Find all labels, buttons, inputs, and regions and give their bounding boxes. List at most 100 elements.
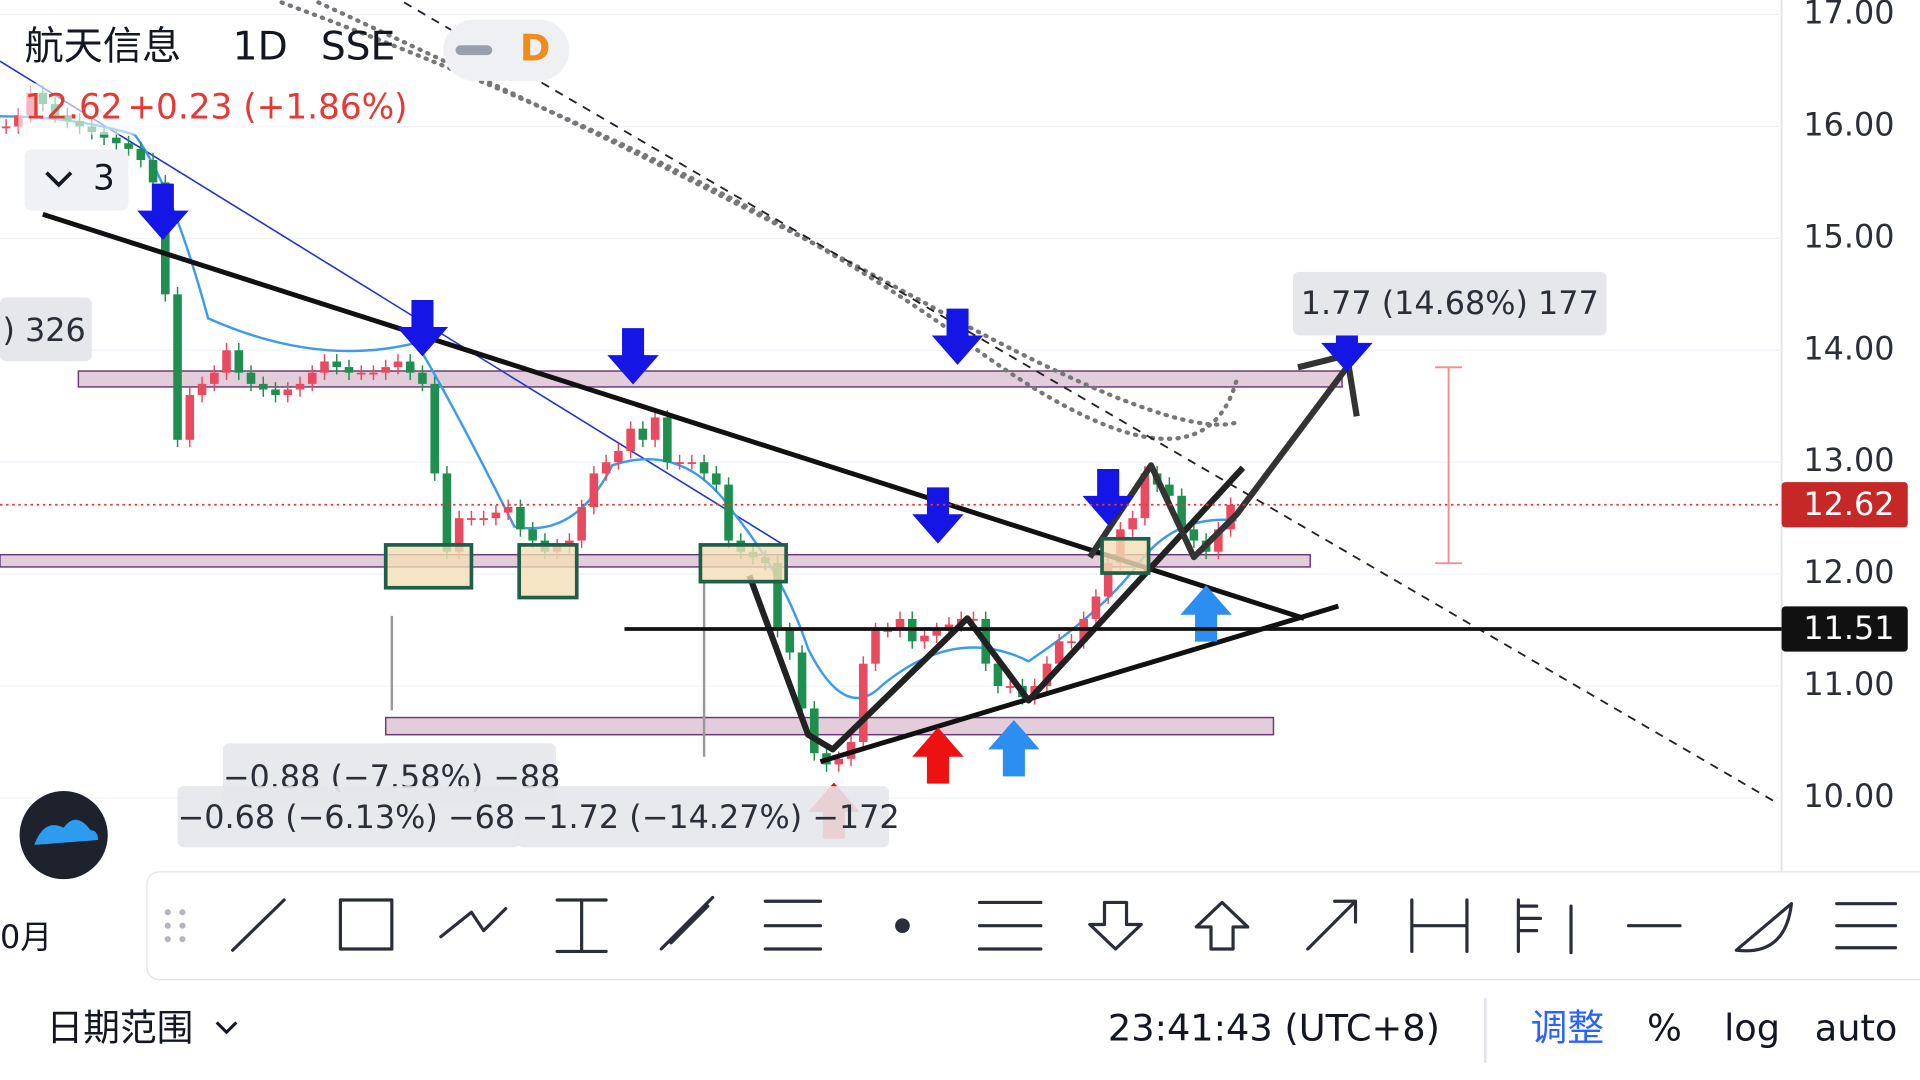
candle	[271, 389, 280, 396]
annotation-box	[177, 786, 521, 848]
clock: 23:41:43 (UTC+8)	[1108, 1006, 1440, 1049]
candle	[356, 372, 366, 375]
dot-tool[interactable]	[895, 918, 910, 934]
auto-button[interactable]: auto	[1815, 1006, 1898, 1049]
candle	[638, 428, 648, 440]
down-arrow	[1321, 328, 1373, 373]
candle	[724, 484, 733, 541]
candle	[454, 518, 464, 552]
arrow-down-tool[interactable]	[1088, 900, 1143, 951]
arrow-up-tool[interactable]	[1194, 900, 1250, 951]
y-tick-label: 10.00	[1803, 777, 1894, 815]
quote-bg	[18, 83, 380, 135]
last-price-label: 12.62	[1803, 485, 1894, 523]
grid	[0, 13, 1782, 799]
y-tick-label: 17.00	[1803, 0, 1894, 32]
candle	[1005, 686, 1015, 688]
symbol[interactable]: 航天信息	[24, 24, 181, 69]
y-tick-label: 14.00	[1803, 329, 1894, 367]
candle	[173, 294, 182, 440]
fib-tool[interactable]	[763, 899, 822, 951]
candle	[197, 383, 207, 396]
highlight-box	[383, 543, 474, 590]
candle	[883, 630, 893, 632]
trendline	[819, 603, 1340, 764]
line-price-badge	[1781, 606, 1908, 652]
candle	[124, 143, 133, 149]
candle	[112, 137, 121, 144]
candle	[1042, 663, 1052, 687]
candle	[601, 462, 611, 474]
down-arrow	[137, 183, 189, 240]
annotation-box	[0, 297, 92, 362]
down-arrow	[912, 487, 964, 544]
percent-button[interactable]: %	[1647, 1006, 1682, 1049]
adjust-button[interactable]: 调整	[1531, 1006, 1604, 1049]
path-tool[interactable]	[439, 906, 508, 939]
candle	[320, 361, 329, 373]
candle	[344, 367, 354, 373]
arrow-tool[interactable]	[1306, 899, 1358, 951]
annotation-box	[516, 786, 889, 848]
status-icon	[455, 45, 493, 56]
candle	[871, 630, 880, 664]
down-arrow	[1082, 468, 1134, 526]
candle	[479, 518, 488, 521]
price: 12.62	[24, 87, 122, 127]
candle	[1140, 473, 1150, 519]
time-axis-label: 0月	[0, 918, 52, 956]
candle	[332, 361, 342, 368]
up-arrow	[988, 720, 1040, 777]
lines-tool[interactable]	[978, 900, 1043, 951]
channel-tool[interactable]	[659, 895, 715, 951]
annotation: −0.68 (−6.13%) −68	[178, 798, 516, 836]
candle	[699, 462, 709, 474]
down-arrow	[931, 308, 984, 365]
candle	[969, 618, 978, 621]
candle	[528, 529, 537, 541]
candle	[1177, 495, 1186, 530]
y-tick-label: 12.00	[1803, 553, 1894, 591]
trend-line-tool[interactable]	[231, 898, 286, 952]
indicator-toggle[interactable]	[24, 149, 129, 211]
annotation-box	[1293, 271, 1607, 336]
candle	[516, 506, 525, 530]
range-tool[interactable]	[555, 898, 608, 954]
candle	[161, 182, 170, 295]
last-price-badge	[1781, 482, 1908, 528]
candle	[136, 148, 146, 161]
candle	[148, 160, 158, 183]
arrow-group	[137, 183, 1373, 544]
date-range-tool[interactable]	[1410, 898, 1469, 954]
rectangle-tool[interactable]	[338, 898, 394, 951]
chevron	[45, 171, 73, 188]
zone	[77, 370, 1343, 388]
candle	[503, 506, 513, 513]
y-tick-label: 13.00	[1803, 441, 1894, 479]
down-arrow	[607, 328, 659, 385]
fib-channel-tool[interactable]	[1835, 902, 1898, 950]
candle	[1214, 529, 1223, 552]
status-pill	[443, 19, 570, 81]
curve-tool[interactable]	[1734, 902, 1794, 953]
candle	[785, 630, 795, 653]
candle	[307, 372, 317, 384]
date-range-button[interactable]: 日期范围	[47, 1006, 194, 1049]
zone	[384, 716, 1275, 736]
annotation: ) 326	[2, 311, 85, 349]
down-arrow	[396, 300, 449, 357]
candle	[430, 383, 439, 474]
price-axis	[1781, 0, 1920, 872]
candle	[650, 417, 660, 440]
candle	[418, 372, 427, 384]
candle	[369, 372, 378, 375]
flag-tool[interactable]	[1516, 898, 1573, 955]
log-button[interactable]: log	[1724, 1006, 1780, 1049]
candle	[222, 350, 231, 373]
highlight-box	[1100, 536, 1151, 575]
candle	[246, 372, 256, 384]
interval[interactable]: 1D	[233, 24, 288, 69]
box-group	[383, 536, 1151, 600]
candle	[577, 506, 586, 541]
candle	[258, 383, 268, 390]
